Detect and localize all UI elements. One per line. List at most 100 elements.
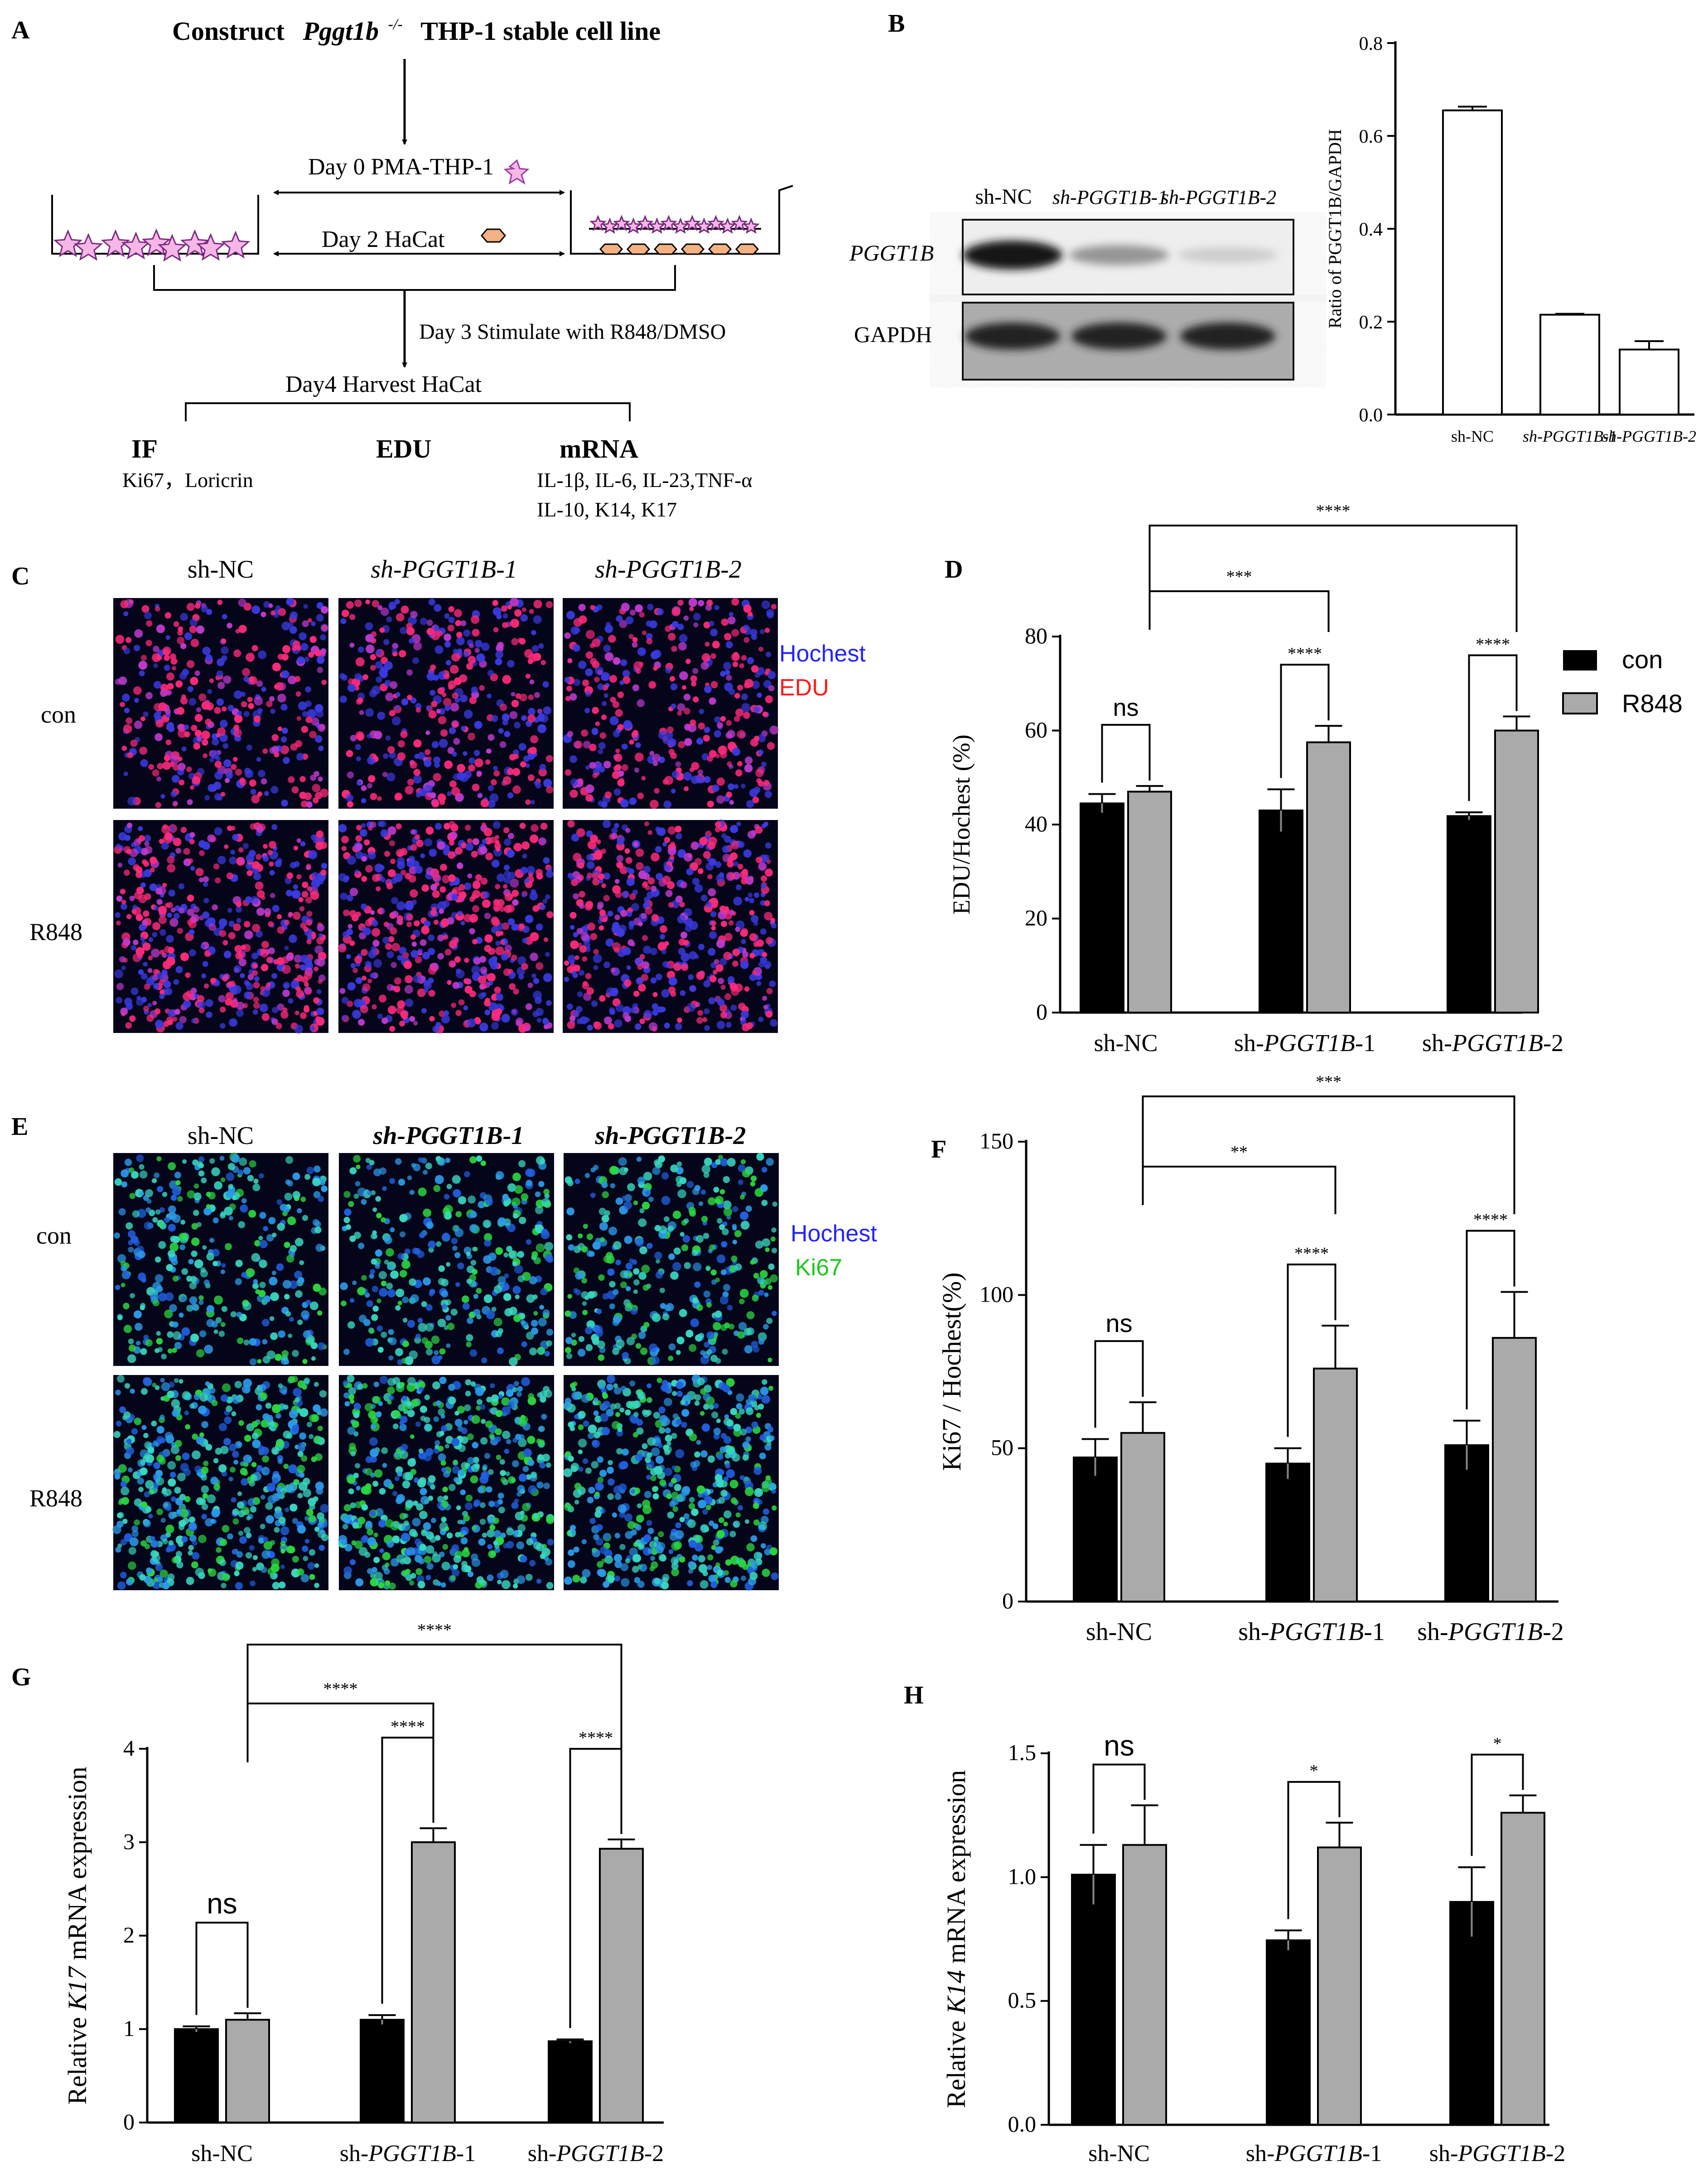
nucleus: [627, 1183, 635, 1192]
nucleus: [134, 1418, 142, 1425]
nucleus: [276, 1199, 282, 1205]
nucleus: [737, 685, 743, 691]
nucleus: [491, 1307, 497, 1312]
bar: [1306, 741, 1351, 1013]
nucleus: [180, 697, 188, 705]
nucleus: [569, 789, 578, 798]
nucleus: [460, 1489, 466, 1496]
nucleus: [247, 974, 254, 980]
nucleus: [215, 1447, 222, 1455]
nucleus: [512, 1172, 521, 1182]
nucleus: [154, 1008, 161, 1014]
legend-label-r848: R848: [1622, 689, 1683, 718]
nucleus: [393, 985, 400, 993]
nucleus: [346, 954, 351, 959]
nucleus: [237, 1491, 242, 1496]
nucleus: [504, 731, 511, 738]
nucleus: [207, 689, 212, 694]
nucleus: [301, 1455, 308, 1462]
nucleus: [228, 921, 235, 927]
nucleus: [125, 717, 133, 724]
nucleus: [714, 730, 721, 738]
nucleus: [126, 1578, 133, 1586]
nucleus: [360, 1005, 368, 1013]
nucleus: [166, 935, 174, 943]
nucleus: [152, 922, 161, 931]
nucleus: [746, 800, 754, 808]
nucleus: [158, 702, 167, 711]
nucleus: [479, 1502, 486, 1508]
nucleus: [352, 1522, 359, 1529]
nucleus: [396, 613, 405, 622]
nucleus: [381, 608, 389, 616]
nucleus: [626, 1336, 635, 1346]
nucleus: [371, 1424, 376, 1429]
nucleus: [690, 719, 696, 726]
nucleus: [434, 645, 444, 654]
nucleus: [376, 1325, 383, 1332]
nucleus: [765, 1247, 770, 1252]
nucleus: [665, 625, 671, 632]
nucleus: [463, 1515, 470, 1522]
nucleus: [209, 1158, 215, 1164]
nucleus: [139, 747, 148, 755]
nucleus: [167, 1348, 173, 1354]
nucleus: [392, 1491, 398, 1496]
nucleus: [625, 1262, 633, 1270]
nucleus: [296, 716, 301, 721]
nucleus: [153, 1440, 158, 1446]
nucleus: [309, 636, 317, 643]
nucleus: [432, 1381, 440, 1390]
nucleus: [297, 656, 305, 664]
nucleus: [729, 909, 734, 915]
nucleus: [370, 793, 377, 800]
nucleus: [437, 841, 445, 850]
nucleus: [408, 875, 416, 883]
nucleus: [603, 693, 608, 698]
nucleus: [642, 1284, 649, 1291]
nucleus: [183, 724, 189, 730]
nucleus: [594, 676, 600, 683]
nucleus: [399, 1423, 407, 1431]
nucleus: [595, 1329, 603, 1337]
micrograph-tile: [563, 598, 779, 809]
nucleus: [663, 864, 671, 872]
nucleus: [540, 1288, 548, 1296]
nucleus: [375, 1196, 381, 1202]
nucleus: [721, 921, 727, 927]
nucleus: [749, 788, 758, 797]
nucleus: [150, 867, 155, 873]
nucleus: [456, 632, 463, 638]
nucleus: [302, 711, 309, 717]
nucleus: [386, 1283, 393, 1290]
nucleus: [684, 738, 692, 746]
nucleus: [385, 943, 392, 950]
nucleus: [421, 925, 429, 934]
nucleus: [536, 1481, 544, 1489]
nucleus: [742, 951, 749, 958]
nucleus: [162, 1582, 170, 1590]
nucleus: [217, 658, 225, 666]
nucleus: [253, 997, 259, 1003]
nucleus: [626, 1286, 631, 1291]
nucleus: [145, 1189, 153, 1197]
nucleus: [727, 1305, 733, 1311]
nucleus: [232, 834, 239, 841]
nucleus: [451, 893, 458, 901]
nucleus: [432, 1025, 439, 1033]
nucleus: [164, 665, 170, 671]
nucleus: [376, 649, 382, 655]
nucleus: [153, 663, 158, 668]
nucleus: [356, 1164, 361, 1169]
nucleus: [458, 999, 465, 1006]
nucleus: [159, 994, 165, 999]
nucleus: [116, 1375, 125, 1383]
nucleus: [299, 632, 307, 641]
nucleus: [244, 921, 251, 928]
nucleus: [297, 1465, 305, 1473]
nucleus: [389, 1337, 397, 1346]
nucleus: [194, 603, 201, 609]
nucleus: [467, 873, 473, 878]
nucleus: [566, 1353, 573, 1359]
nucleus: [236, 1551, 243, 1558]
